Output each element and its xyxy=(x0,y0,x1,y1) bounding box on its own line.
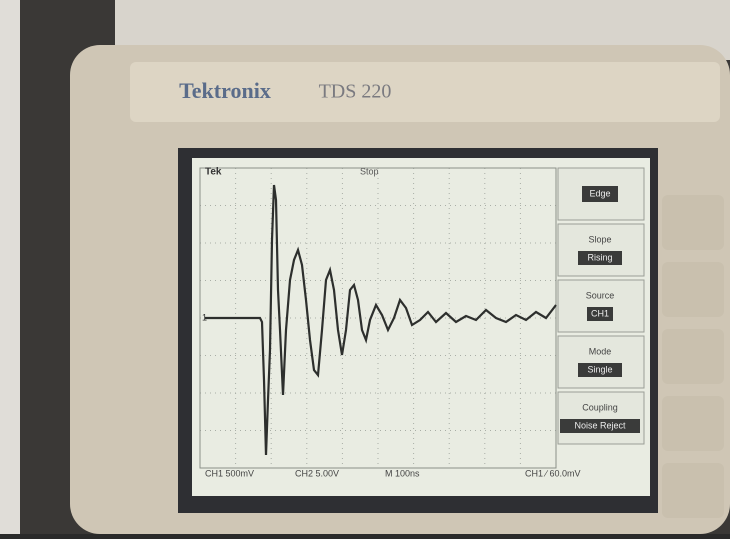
bezel-button[interactable] xyxy=(662,396,724,451)
trace xyxy=(205,184,557,456)
menu-highlight xyxy=(582,186,618,202)
side-menu: Edge Slope Rising Source CH1 Mode Single Coupli… xyxy=(557,167,645,445)
menu-box xyxy=(557,335,645,389)
menu-value: Single xyxy=(587,364,612,374)
readout-ch1: CH1 500mV xyxy=(205,468,254,478)
menu-highlight xyxy=(578,363,622,377)
channel-marker: 1 xyxy=(202,312,207,322)
menu-value: CH1 xyxy=(591,308,609,318)
readout-time: M 100ns xyxy=(385,468,420,478)
menu-label: Mode xyxy=(589,346,612,356)
graticule-border xyxy=(199,167,557,469)
bezel-button[interactable] xyxy=(662,262,724,317)
brand-strip xyxy=(130,62,720,122)
bezel-button[interactable] xyxy=(662,329,724,384)
menu-label: Coupling xyxy=(582,402,618,412)
bezel-button[interactable] xyxy=(662,195,724,250)
menu-value: Rising xyxy=(587,252,612,262)
side-buttons xyxy=(662,195,724,518)
menu-label: Edge xyxy=(589,188,610,198)
menu-box xyxy=(557,279,645,333)
readout-trigger: CH1 ∕ 60.0mV xyxy=(525,468,581,478)
menu-label: Source xyxy=(586,290,615,300)
graticule xyxy=(200,168,556,468)
menu-value: Noise Reject xyxy=(574,420,626,430)
menu-highlight xyxy=(587,307,613,321)
menu-highlight xyxy=(560,419,640,433)
menu-box xyxy=(557,223,645,277)
readout-ch2: CH2 5.00V xyxy=(295,468,339,478)
menu-highlight xyxy=(578,251,622,265)
status-run: Stop xyxy=(360,166,379,176)
model: TDS 220 xyxy=(319,81,392,103)
left-edge xyxy=(0,0,20,534)
menu-box xyxy=(557,391,645,445)
brand: Tektronix xyxy=(179,78,271,103)
menu-label: Slope xyxy=(588,234,611,244)
bezel-button[interactable] xyxy=(662,463,724,518)
status-tek: Tek xyxy=(205,167,222,178)
